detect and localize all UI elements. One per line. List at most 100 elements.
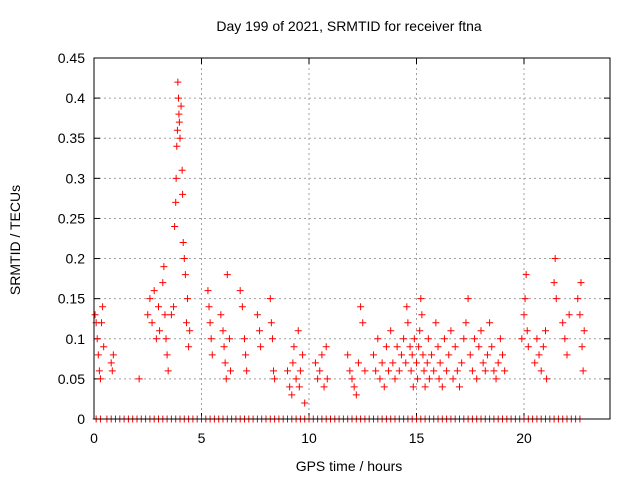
- data-point: [107, 359, 115, 367]
- data-point: [393, 343, 401, 351]
- data-point: [418, 311, 426, 319]
- data-point: [322, 343, 330, 351]
- data-point: [350, 383, 358, 391]
- data-point: [222, 375, 230, 383]
- data-point: [288, 391, 296, 399]
- data-point: [174, 94, 182, 102]
- y-tick-label: 0: [77, 411, 85, 427]
- data-point: [421, 383, 429, 391]
- data-point: [481, 367, 489, 375]
- data-point: [430, 367, 438, 375]
- data-point: [361, 367, 369, 375]
- data-point: [550, 279, 558, 287]
- data-point: [406, 343, 414, 351]
- data-point: [434, 343, 442, 351]
- data-point: [159, 279, 167, 287]
- data-point: [320, 383, 328, 391]
- data-point: [563, 351, 571, 359]
- data-point: [185, 343, 193, 351]
- chart-title: Day 199 of 2021, SRMTID for receiver ftn…: [216, 18, 482, 34]
- data-point: [501, 367, 509, 375]
- data-point: [565, 311, 573, 319]
- data-point: [173, 142, 181, 150]
- y-tick-label: 0.15: [58, 291, 85, 307]
- data-point: [483, 351, 491, 359]
- data-point: [574, 295, 582, 303]
- data-point: [205, 303, 213, 311]
- data-point: [93, 335, 101, 343]
- data-point: [348, 375, 356, 383]
- data-point: [94, 351, 102, 359]
- data-point: [135, 375, 143, 383]
- data-point: [479, 359, 487, 367]
- data-point: [162, 335, 170, 343]
- x-tick-label: 10: [301, 430, 317, 446]
- data-point: [561, 335, 569, 343]
- data-point: [163, 351, 171, 359]
- data-point: [537, 367, 545, 375]
- data-point: [108, 367, 116, 375]
- data-point: [225, 335, 233, 343]
- data-point: [223, 271, 231, 279]
- data-point: [579, 367, 587, 375]
- data-point: [109, 351, 117, 359]
- data-point: [376, 375, 384, 383]
- data-point: [176, 134, 184, 142]
- data-point: [408, 351, 416, 359]
- data-point: [178, 166, 186, 174]
- data-point: [458, 359, 466, 367]
- data-point: [542, 327, 549, 335]
- data-point: [316, 367, 324, 375]
- data-point: [520, 311, 528, 319]
- data-point: [172, 198, 180, 206]
- data-point: [318, 351, 326, 359]
- data-point: [539, 343, 547, 351]
- data-point: [435, 375, 443, 383]
- data-point: [531, 359, 539, 367]
- data-point: [241, 335, 248, 343]
- y-axis-label: SRMTID / TECUs: [7, 185, 23, 295]
- data-point: [160, 263, 168, 271]
- data-point: [524, 343, 532, 351]
- data-point: [219, 327, 227, 335]
- data-point: [217, 311, 225, 319]
- y-tick-label: 0.45: [58, 50, 85, 66]
- data-point: [354, 359, 362, 367]
- data-point: [378, 359, 386, 367]
- data-point: [453, 367, 461, 375]
- data-point: [518, 335, 526, 343]
- data-point: [456, 383, 463, 391]
- data-point: [221, 359, 229, 367]
- data-point: [257, 343, 265, 351]
- data-point: [387, 327, 395, 335]
- data-point: [443, 367, 451, 375]
- data-point: [475, 343, 483, 351]
- y-axis-ticks: 0 0.05 0.1 0.15 0.2 0.25 0.3 0.35 0.4 0.45: [58, 50, 610, 427]
- data-point: [473, 375, 481, 383]
- data-point: [150, 287, 158, 295]
- data-point: [289, 359, 297, 367]
- data-point: [294, 327, 302, 335]
- data-point: [462, 319, 470, 327]
- data-point: [438, 383, 446, 391]
- data-point: [372, 367, 380, 375]
- data-point: [535, 351, 543, 359]
- y-tick-label: 0.35: [58, 130, 85, 146]
- data-point: [407, 367, 415, 375]
- data-point: [148, 319, 156, 327]
- data-point: [96, 375, 104, 383]
- data-point: [449, 375, 457, 383]
- data-point: [492, 375, 500, 383]
- data-point: [414, 375, 422, 383]
- data-point: [175, 110, 183, 118]
- data-point: [227, 367, 235, 375]
- data-point: [243, 367, 251, 375]
- y-tick-label: 0.05: [58, 371, 85, 387]
- data-point: [460, 335, 468, 343]
- data-point: [152, 335, 160, 343]
- data-point: [374, 335, 382, 343]
- data-point: [403, 303, 411, 311]
- data-points: [91, 78, 588, 423]
- data-point: [206, 319, 214, 327]
